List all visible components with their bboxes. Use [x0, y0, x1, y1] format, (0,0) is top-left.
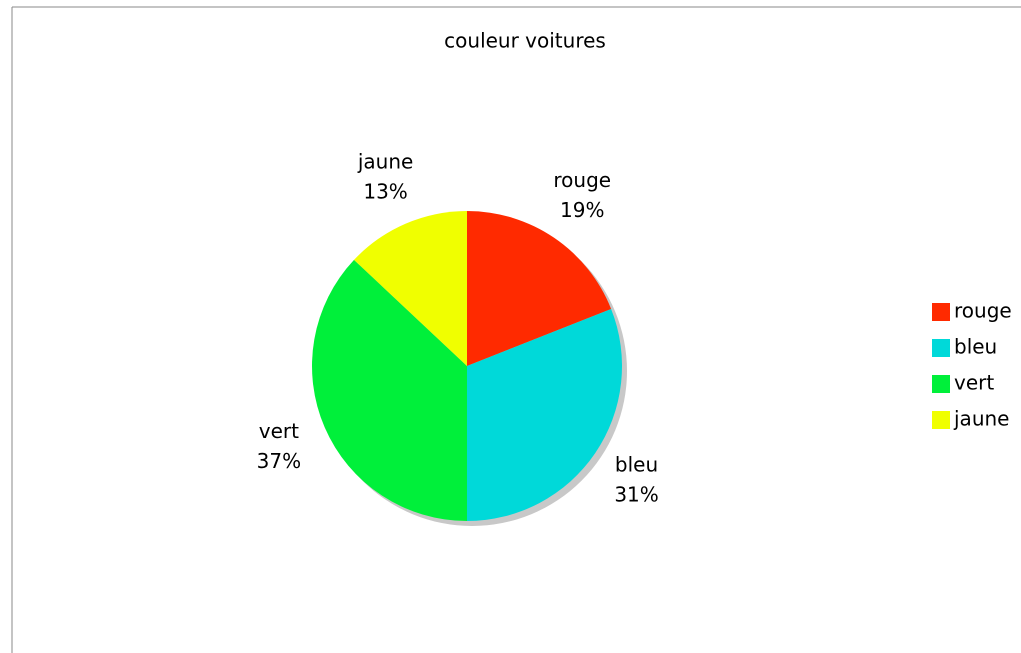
legend-label: jaune [953, 407, 1009, 431]
chart-title: couleur voitures [444, 29, 606, 53]
slice-label-value: 37% [257, 449, 301, 473]
legend-swatch [932, 339, 950, 357]
pie-slice [467, 211, 612, 366]
slice-label-name: rouge [553, 168, 611, 192]
legend-swatch [932, 375, 950, 393]
pie-slice [312, 259, 467, 521]
pie-slice [354, 211, 467, 366]
legend-swatch [932, 303, 950, 321]
slice-label-value: 19% [560, 198, 604, 222]
legend-label: vert [954, 371, 994, 395]
slice-label-name: jaune [357, 149, 413, 173]
slice-label-value: 13% [363, 179, 407, 203]
legend-label: rouge [954, 299, 1012, 323]
slice-label-name: vert [259, 419, 299, 443]
legend-swatch [932, 411, 950, 429]
slice-label-value: 31% [614, 483, 658, 507]
pie-slice [467, 308, 622, 521]
legend-label: bleu [954, 335, 997, 359]
slice-label-name: bleu [615, 453, 658, 477]
